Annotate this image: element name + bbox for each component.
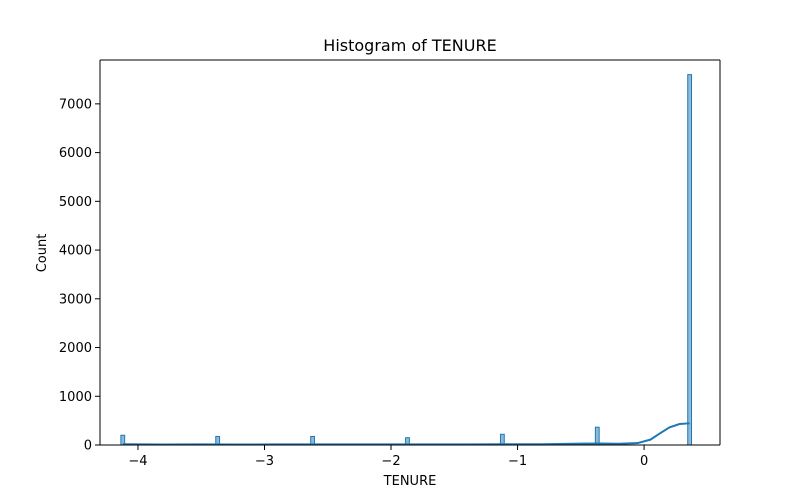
- y-tick-label: 1000: [59, 390, 92, 405]
- y-tick-label: 4000: [59, 244, 92, 259]
- chart-title: Histogram of TENURE: [323, 36, 496, 55]
- x-tick-label: −1: [508, 454, 527, 469]
- x-axis-ticks: −4 −3 −2 −1 0: [128, 445, 648, 469]
- x-tick-label: −3: [255, 454, 274, 469]
- y-axis-title: Count: [35, 234, 50, 273]
- x-axis-title: TENURE: [383, 474, 437, 489]
- x-tick-label: −2: [381, 454, 400, 469]
- histogram-bar-5: [594, 426, 600, 446]
- y-tick-label: 2000: [59, 341, 92, 356]
- axes-layer: [99, 59, 721, 446]
- y-tick-label: 6000: [59, 146, 92, 161]
- kde-layer: [122, 422, 690, 446]
- y-tick-label: 0: [84, 439, 92, 454]
- x-tick-label: −4: [128, 454, 147, 469]
- x-tick-label: 0: [640, 454, 648, 469]
- kde-curve: [122, 422, 690, 446]
- histogram-bar-6: [687, 74, 693, 446]
- y-axis-ticks: 0 1000 2000 3000 4000 5000 6000 7000: [59, 97, 100, 454]
- y-tick-label: 5000: [59, 195, 92, 210]
- bars-layer: [120, 74, 693, 446]
- y-tick-label: 3000: [59, 292, 92, 307]
- y-tick-label: 7000: [59, 97, 92, 112]
